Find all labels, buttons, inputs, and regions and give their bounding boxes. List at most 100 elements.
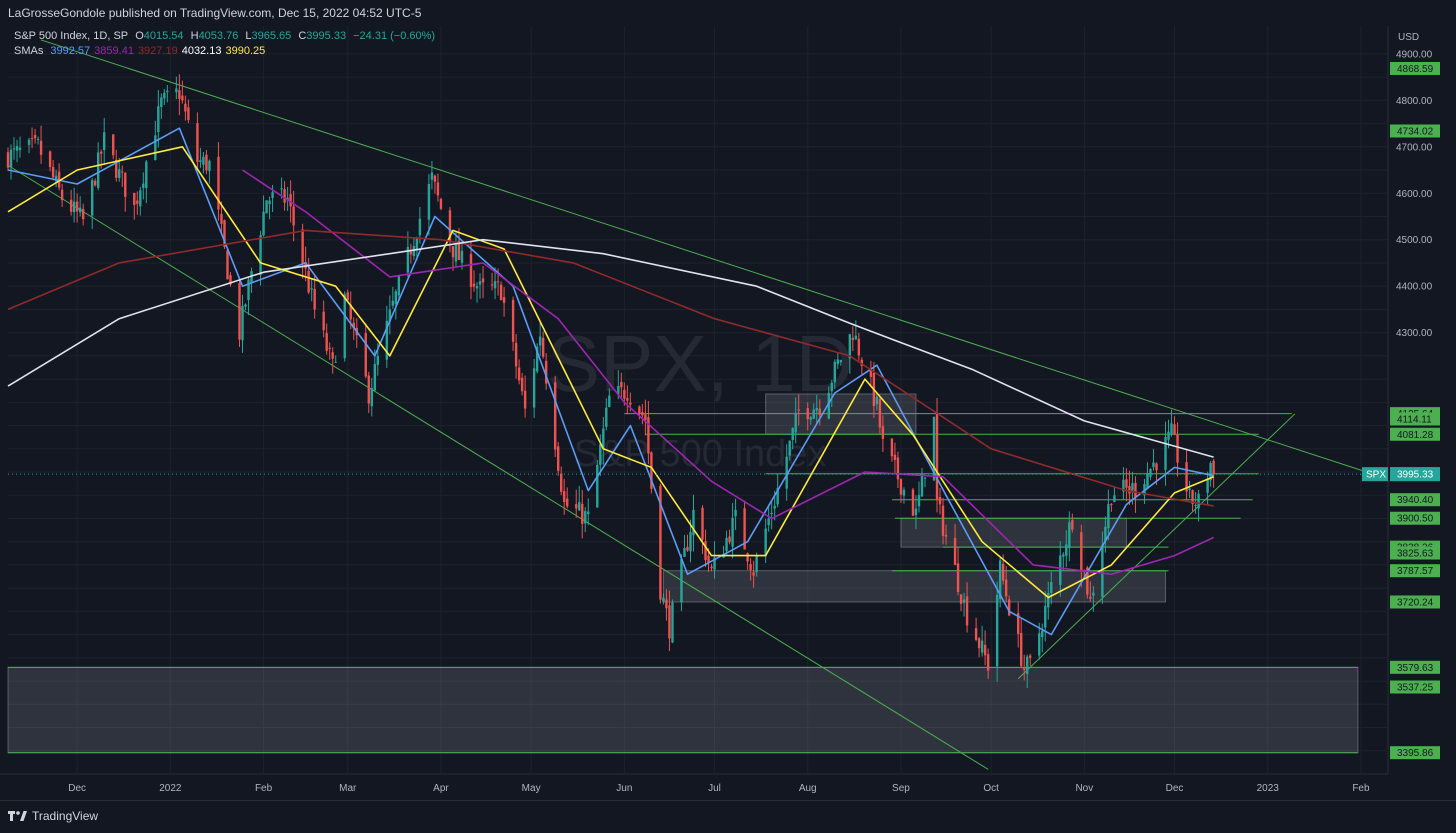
candle-body xyxy=(902,489,906,496)
candle-body xyxy=(1050,581,1053,593)
tradingview-brand: TradingView xyxy=(32,809,99,823)
candle-body xyxy=(1065,544,1068,556)
candle-body xyxy=(1016,613,1020,634)
candle-body xyxy=(223,220,226,247)
candle-body xyxy=(523,390,527,409)
candle-body xyxy=(662,597,665,603)
chart-background xyxy=(0,26,1456,800)
candle-body xyxy=(1134,482,1137,498)
tradingview-logo[interactable]: TradingView xyxy=(8,809,98,823)
candle-body xyxy=(1047,592,1050,608)
candle-body xyxy=(454,244,458,262)
candle-body xyxy=(794,412,797,433)
candle-body xyxy=(520,377,524,392)
candle-body xyxy=(1059,555,1062,585)
footer-bar: TradingView xyxy=(0,800,1456,833)
candle-body xyxy=(157,106,160,133)
symbol-line: S&P 500 Index, 1D, SP xyxy=(14,30,129,42)
price-chart[interactable]: SPX, 1DS&P 500 Index4900.004800.004700.0… xyxy=(0,26,1456,800)
candle-body xyxy=(391,300,395,306)
candle-body xyxy=(773,505,776,509)
price-tag-bg xyxy=(1390,746,1440,760)
candle-body xyxy=(187,107,190,121)
candle-body xyxy=(1104,526,1107,542)
candle-body xyxy=(496,281,500,283)
price-tag-bg xyxy=(1390,124,1440,138)
candle-body xyxy=(12,148,16,150)
candle-body xyxy=(60,189,64,201)
candle-body xyxy=(1007,599,1011,616)
candle-body xyxy=(683,547,686,557)
candle-body xyxy=(93,180,97,186)
candle-body xyxy=(139,190,142,207)
candle-body xyxy=(1149,469,1152,477)
candle-body xyxy=(175,88,178,93)
candle-body xyxy=(1026,656,1029,674)
sma-values: 3992.57 3859.41 3927.19 4032.13 3990.25 xyxy=(50,45,269,57)
candle-body xyxy=(433,175,437,182)
candle-body xyxy=(896,457,900,480)
candle-body xyxy=(154,135,157,160)
price-tag-label: 3537.25 xyxy=(1397,683,1434,694)
candle-body xyxy=(1155,463,1158,471)
candle-body xyxy=(90,180,94,216)
candle-body xyxy=(710,566,713,569)
candle-body xyxy=(620,381,623,388)
candle-body xyxy=(857,338,861,356)
open-value: O4015.54 xyxy=(135,30,184,42)
candle-body xyxy=(334,361,337,363)
candle-body xyxy=(478,281,482,285)
candle-body xyxy=(725,537,728,552)
candle-body xyxy=(250,271,253,284)
candle-body xyxy=(917,495,921,507)
candle-body xyxy=(1152,462,1155,468)
trendline xyxy=(40,39,1389,480)
candle-body xyxy=(460,250,464,263)
candle-body xyxy=(1101,544,1104,597)
candle-body xyxy=(812,409,815,419)
candle-body xyxy=(830,382,833,392)
high-value: H4053.76 xyxy=(190,30,239,42)
candle-body xyxy=(247,279,250,300)
candle-body xyxy=(343,294,346,359)
candle-body xyxy=(418,218,422,236)
candle-body xyxy=(229,275,232,285)
candle-body xyxy=(995,594,999,667)
low-value: L3965.65 xyxy=(245,30,292,42)
last-price-tag: 3995.33 xyxy=(1397,470,1434,481)
x-tick-label: Dec xyxy=(68,783,86,794)
candle-body xyxy=(310,288,313,290)
candle-body xyxy=(671,602,674,643)
candle-body xyxy=(280,188,283,190)
candle-body xyxy=(965,596,969,626)
candle-body xyxy=(112,134,115,156)
candle-body xyxy=(1164,436,1167,470)
candle-body xyxy=(133,192,136,205)
sma-value-2: 3859.41 xyxy=(94,45,134,57)
y-tick-label: 4900.00 xyxy=(1396,49,1433,60)
price-tag: 3395.86 xyxy=(1390,746,1440,760)
candle-body xyxy=(1212,460,1215,475)
candle-body xyxy=(923,477,927,479)
candle-body xyxy=(914,508,918,516)
candle-body xyxy=(427,183,431,220)
candle-body xyxy=(469,253,473,287)
candle-body xyxy=(409,251,413,255)
candle-body xyxy=(734,509,737,517)
candle-body xyxy=(815,408,818,411)
candle-body xyxy=(72,201,76,213)
candle-body xyxy=(578,502,581,511)
candle-body xyxy=(983,644,987,656)
candle-body xyxy=(328,347,331,349)
candle-body xyxy=(1062,554,1065,557)
candle-body xyxy=(602,428,605,449)
candle-body xyxy=(1191,490,1194,505)
candle-body xyxy=(538,336,542,346)
candle-body xyxy=(481,278,485,283)
candle-body xyxy=(541,337,545,357)
candle-body xyxy=(145,161,148,189)
price-tag: 3825.63 xyxy=(1390,546,1440,560)
y-tick-label: 4700.00 xyxy=(1396,142,1433,153)
candle-body xyxy=(851,337,855,340)
tradingview-logo-icon xyxy=(8,811,27,821)
